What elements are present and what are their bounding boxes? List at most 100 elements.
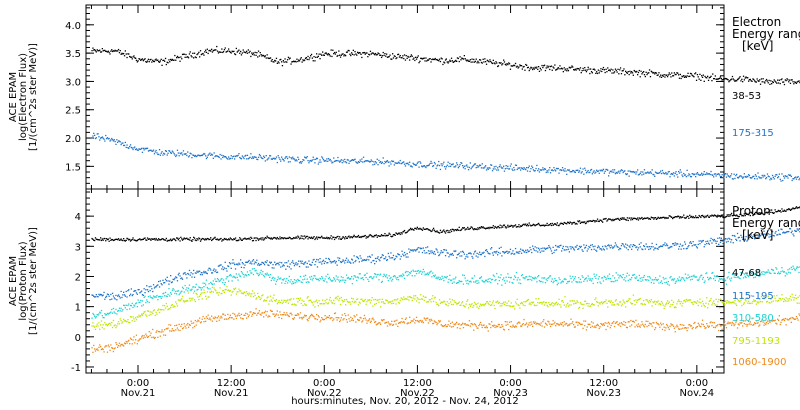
data-point (477, 60, 479, 62)
data-point (357, 277, 360, 279)
data-point (609, 170, 611, 173)
data-point (692, 241, 694, 243)
data-point (151, 288, 153, 290)
data-point (145, 301, 147, 304)
data-point (555, 279, 557, 282)
data-point (552, 66, 554, 68)
data-point (177, 56, 179, 59)
data-point (94, 315, 96, 317)
data-point (194, 300, 196, 303)
data-point (132, 237, 134, 239)
data-point (282, 60, 284, 62)
data-point (94, 296, 97, 298)
data-point (679, 73, 681, 76)
data-point (253, 263, 255, 265)
data-point (351, 276, 353, 278)
data-point (193, 236, 195, 238)
data-point (612, 169, 614, 171)
data-point (600, 170, 602, 172)
data-point (329, 237, 331, 239)
data-point (335, 260, 337, 263)
data-point (672, 279, 675, 281)
data-point (446, 275, 448, 278)
data-point (448, 256, 450, 258)
data-point (783, 271, 785, 273)
data-point (332, 161, 334, 163)
data-point (309, 57, 311, 59)
data-point (775, 211, 777, 213)
data-point (299, 237, 302, 239)
data-point (586, 250, 588, 252)
data-point (571, 65, 573, 67)
data-point (666, 173, 668, 175)
data-point (133, 55, 135, 57)
data-point (148, 149, 150, 152)
data-point (692, 215, 694, 218)
data-point (450, 279, 453, 281)
data-point (762, 78, 764, 80)
data-point (477, 256, 479, 258)
data-point (765, 272, 767, 274)
data-point (413, 57, 415, 59)
data-point (152, 295, 155, 297)
data-point (403, 54, 406, 56)
data-point (705, 240, 707, 243)
data-point (725, 283, 728, 285)
data-point (336, 55, 338, 57)
data-point (703, 216, 705, 219)
data-point (743, 273, 745, 275)
data-point (454, 278, 456, 280)
data-point (771, 178, 773, 180)
data-point (203, 289, 205, 291)
data-point (281, 279, 284, 281)
data-point (437, 59, 439, 61)
data-point (590, 71, 593, 73)
data-point (165, 302, 167, 305)
data-point (668, 72, 670, 74)
data-point (108, 51, 110, 54)
data-point (369, 50, 372, 52)
data-point (462, 227, 464, 229)
data-point (511, 252, 513, 254)
data-point (686, 277, 688, 279)
data-point (781, 267, 783, 269)
data-point (362, 161, 364, 163)
data-point (367, 278, 369, 280)
data-point (94, 328, 97, 330)
data-point (734, 80, 736, 82)
data-point (623, 245, 625, 247)
data-point (612, 275, 614, 277)
data-point (693, 174, 695, 176)
data-point (504, 282, 506, 284)
data-point (132, 316, 134, 318)
data-point (685, 248, 687, 250)
data-point (597, 278, 599, 280)
data-point (717, 214, 719, 216)
data-point (455, 165, 457, 167)
data-point (330, 235, 332, 237)
data-point (565, 222, 567, 225)
data-point (561, 250, 563, 252)
data-point (392, 57, 395, 59)
data-point (330, 49, 332, 51)
data-point (482, 226, 484, 228)
data-point (493, 62, 495, 64)
data-point (327, 237, 330, 239)
data-point (709, 215, 711, 217)
data-point (239, 275, 241, 277)
data-point (670, 173, 672, 175)
data-point (719, 77, 721, 79)
data-point (416, 248, 418, 250)
data-point (107, 313, 109, 315)
data-point (151, 238, 153, 240)
data-point (658, 246, 660, 248)
data-point (239, 156, 241, 159)
data-point (123, 318, 125, 320)
data-point (246, 238, 248, 240)
data-point (558, 224, 560, 227)
data-point (642, 248, 644, 251)
data-point (680, 217, 682, 219)
data-point (236, 155, 238, 157)
data-point (604, 71, 606, 74)
data-point (497, 65, 499, 68)
